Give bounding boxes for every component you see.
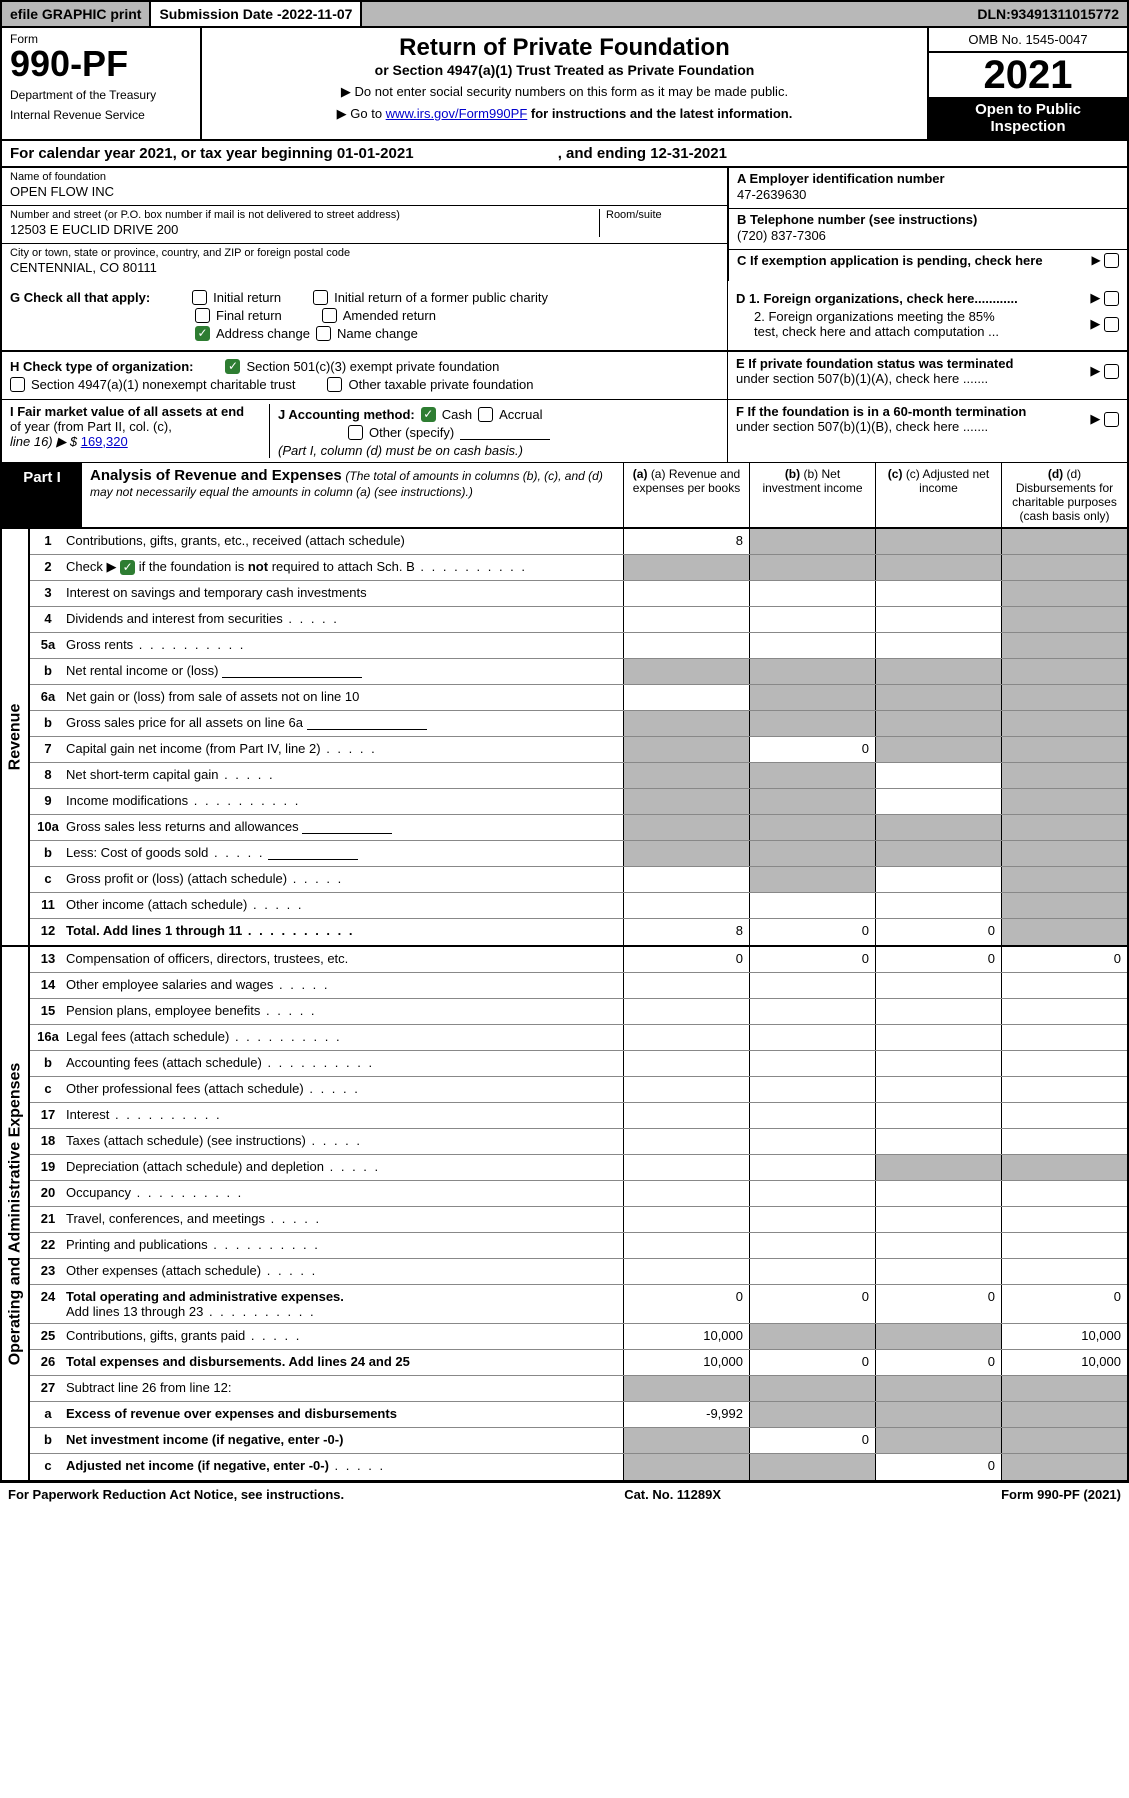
chk-4947[interactable] xyxy=(10,377,25,392)
expenses-side-label: Operating and Administrative Expenses xyxy=(2,947,30,1480)
section-h: H Check type of organization: ✓Section 5… xyxy=(2,352,727,399)
section-d: D 1. Foreign organizations, check here..… xyxy=(727,281,1127,350)
chk-initial[interactable] xyxy=(192,290,207,305)
part1-label: Part I xyxy=(2,463,82,527)
exemption-checkbox[interactable] xyxy=(1104,253,1119,268)
col-b-hdr: (b) (b) Net investment income xyxy=(749,463,875,527)
expenses-table: Operating and Administrative Expenses 13… xyxy=(0,947,1129,1482)
chk-other-taxable[interactable] xyxy=(327,377,342,392)
irs-link[interactable]: www.irs.gov/Form990PF xyxy=(386,106,528,121)
section-h-e: H Check type of organization: ✓Section 5… xyxy=(0,352,1129,400)
section-i: I Fair market value of all assets at end… xyxy=(10,404,270,458)
instr-goto: ▶ Go to www.irs.gov/Form990PF for instru… xyxy=(212,106,917,122)
city-cell: City or town, state or province, country… xyxy=(2,244,727,281)
revenue-side-label: Revenue xyxy=(2,529,30,945)
chk-schb[interactable]: ✓ xyxy=(120,560,135,575)
calendar-year-row: For calendar year 2021, or tax year begi… xyxy=(0,141,1129,168)
dln: DLN: 93491311015772 xyxy=(969,2,1127,26)
page-footer: For Paperwork Reduction Act Notice, see … xyxy=(0,1482,1129,1506)
dept-treasury: Department of the Treasury xyxy=(10,88,192,102)
chk-501c3[interactable]: ✓ xyxy=(225,359,240,374)
dept-irs: Internal Revenue Service xyxy=(10,108,192,122)
chk-final[interactable] xyxy=(195,308,210,323)
ein-cell: A Employer identification number 47-2639… xyxy=(729,168,1127,209)
part1-header: Part I Analysis of Revenue and Expenses … xyxy=(0,462,1129,529)
form-title: Return of Private Foundation xyxy=(212,34,917,62)
chk-f[interactable] xyxy=(1104,412,1119,427)
fmv-value[interactable]: 169,320 xyxy=(81,434,128,449)
submission-date: Submission Date - 2022-11-07 xyxy=(151,2,362,26)
header-right: OMB No. 1545-0047 2021 Open to Public In… xyxy=(927,28,1127,139)
topbar: efile GRAPHIC print Submission Date - 20… xyxy=(0,0,1129,28)
chk-accrual[interactable] xyxy=(478,407,493,422)
form-subtitle: or Section 4947(a)(1) Trust Treated as P… xyxy=(212,62,917,78)
chk-e[interactable] xyxy=(1104,364,1119,379)
paperwork-notice: For Paperwork Reduction Act Notice, see … xyxy=(8,1487,344,1502)
chk-initial-former[interactable] xyxy=(313,290,328,305)
catalog-number: Cat. No. 11289X xyxy=(624,1487,721,1502)
tax-year: 2021 xyxy=(929,53,1127,97)
chk-name-change[interactable] xyxy=(316,326,331,341)
col-d-hdr: (d) (d) Disbursements for charitable pur… xyxy=(1001,463,1127,527)
instr-ssn: ▶ Do not enter social security numbers o… xyxy=(212,84,917,100)
omb-number: OMB No. 1545-0047 xyxy=(929,28,1127,53)
identity-block: Name of foundation OPEN FLOW INC Number … xyxy=(0,168,1129,281)
foundation-name-cell: Name of foundation OPEN FLOW INC xyxy=(2,168,727,206)
chk-d1[interactable] xyxy=(1104,291,1119,306)
section-g-d: G Check all that apply: Initial return I… xyxy=(0,281,1129,352)
form-ref: Form 990-PF (2021) xyxy=(1001,1487,1121,1502)
revenue-lines: 1Contributions, gifts, grants, etc., rec… xyxy=(30,529,1127,945)
phone-cell: B Telephone number (see instructions) (7… xyxy=(729,209,1127,250)
section-j: J Accounting method: ✓Cash Accrual Other… xyxy=(270,404,719,458)
header-title-block: Return of Private Foundation or Section … xyxy=(202,28,927,139)
address-cell: Number and street (or P.O. box number if… xyxy=(2,206,727,244)
open-public-badge: Open to Public Inspection xyxy=(929,97,1127,139)
expenses-lines: 13Compensation of officers, directors, t… xyxy=(30,947,1127,1480)
chk-d2[interactable] xyxy=(1104,317,1119,332)
part1-desc: Analysis of Revenue and Expenses (The to… xyxy=(82,463,623,527)
chk-address-change[interactable]: ✓ xyxy=(195,326,210,341)
section-f: F If the foundation is in a 60-month ter… xyxy=(727,400,1127,462)
id-right: A Employer identification number 47-2639… xyxy=(727,168,1127,281)
section-e: E If private foundation status was termi… xyxy=(727,352,1127,399)
form-number: 990-PF xyxy=(10,46,192,82)
chk-other-method[interactable] xyxy=(348,425,363,440)
column-headers: (a) (a) Revenue and expenses per books (… xyxy=(623,463,1127,527)
chk-cash[interactable]: ✓ xyxy=(421,407,436,422)
revenue-table: Revenue 1Contributions, gifts, grants, e… xyxy=(0,529,1129,947)
exemption-pending-cell: C If exemption application is pending, c… xyxy=(729,250,1127,274)
id-left: Name of foundation OPEN FLOW INC Number … xyxy=(2,168,727,281)
section-ij: I Fair market value of all assets at end… xyxy=(2,400,727,462)
col-a-hdr: (a) (a) Revenue and expenses per books xyxy=(623,463,749,527)
form-header: Form 990-PF Department of the Treasury I… xyxy=(0,28,1129,141)
col-c-hdr: (c) (c) Adjusted net income xyxy=(875,463,1001,527)
topbar-spacer xyxy=(362,2,969,26)
chk-amended[interactable] xyxy=(322,308,337,323)
efile-label[interactable]: efile GRAPHIC print xyxy=(2,2,151,26)
section-g: G Check all that apply: Initial return I… xyxy=(2,281,727,350)
header-left: Form 990-PF Department of the Treasury I… xyxy=(2,28,202,139)
section-ij-f: I Fair market value of all assets at end… xyxy=(0,400,1129,462)
